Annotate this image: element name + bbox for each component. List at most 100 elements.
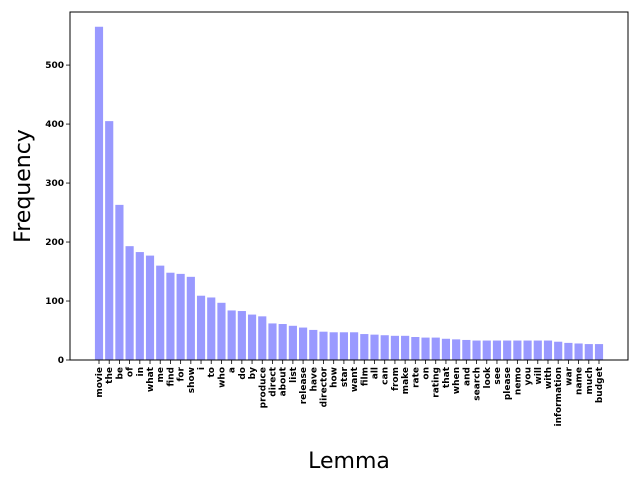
x-tick-label-a: a xyxy=(228,367,238,373)
bar-show xyxy=(186,276,195,360)
bar-war xyxy=(564,342,573,360)
x-tick-label-when: when xyxy=(452,367,462,394)
bars-group xyxy=(94,26,604,361)
x-tick-label-by: by xyxy=(248,367,258,379)
bar-by xyxy=(247,314,257,360)
bar-release xyxy=(299,327,308,360)
bar-will xyxy=(533,340,542,360)
x-tick-label-movie: movie xyxy=(95,367,105,398)
bar-star xyxy=(339,332,348,360)
x-tick-label-in: in xyxy=(136,367,146,377)
bar-budget xyxy=(594,344,604,360)
x-tick-label-on: on xyxy=(422,367,432,380)
x-tick-label-information: information xyxy=(554,367,564,426)
bar-the xyxy=(105,121,114,361)
bar-and xyxy=(462,339,471,360)
x-tick-label-be: be xyxy=(115,367,125,380)
y-tick-label-200: 200 xyxy=(45,238,64,248)
x-tick-label-have: have xyxy=(309,367,319,391)
bar-for xyxy=(176,273,185,360)
bar-produce xyxy=(258,316,267,360)
x-tick-label-nemo: nemo xyxy=(513,367,523,395)
x-tick-label-me: me xyxy=(156,367,166,382)
bar-from xyxy=(390,335,399,360)
x-tick-label-will: will xyxy=(534,367,544,385)
bar-film xyxy=(360,334,369,360)
x-tick-label-make: make xyxy=(401,367,411,394)
x-tick-label-war: war xyxy=(564,366,574,385)
bar-of xyxy=(125,246,134,360)
x-tick-label-all: all xyxy=(371,367,381,379)
bar-in xyxy=(135,252,144,360)
bar-you xyxy=(523,340,532,360)
bar-when xyxy=(452,339,461,360)
bar-i xyxy=(196,295,206,360)
x-tick-label-star: star xyxy=(340,366,350,387)
bar-what xyxy=(145,255,155,360)
x-tick-label-can: can xyxy=(381,367,391,385)
x-tick-label-list: list xyxy=(289,366,299,383)
x-tick-label-director: director xyxy=(319,366,329,407)
bar-look xyxy=(482,340,491,360)
x-tick-label-do: do xyxy=(238,367,248,380)
bar-can xyxy=(380,335,389,360)
bar-name xyxy=(574,343,583,360)
bar-all xyxy=(370,334,379,360)
x-tick-label-film: film xyxy=(360,367,370,386)
bar-want xyxy=(350,332,359,360)
bar-direct xyxy=(268,323,277,360)
bar-to xyxy=(207,297,216,360)
x-tick-label-name: name xyxy=(575,367,585,395)
bar-who xyxy=(217,302,226,360)
bar-find xyxy=(166,272,175,360)
x-axis-label: Lemma xyxy=(308,449,390,474)
bar-do xyxy=(237,311,246,360)
x-tick-label-rating: rating xyxy=(432,367,442,398)
bar-be xyxy=(115,204,124,360)
x-tick-label-release: release xyxy=(299,367,309,404)
x-tick-label-that: that xyxy=(442,366,452,388)
bar-director xyxy=(319,331,328,360)
x-tick-label-budget: budget xyxy=(595,366,605,403)
bar-rate xyxy=(411,337,420,360)
bar-much xyxy=(584,344,593,360)
x-tick-label-much: much xyxy=(585,367,595,395)
bar-with xyxy=(543,340,553,360)
y-tick-label-300: 300 xyxy=(45,179,64,189)
bar-search xyxy=(472,340,481,360)
bar-please xyxy=(503,340,512,360)
x-tick-label-how: how xyxy=(330,367,340,388)
x-tick-label-i: i xyxy=(197,367,207,370)
y-tick-label-100: 100 xyxy=(45,297,64,307)
bar-information xyxy=(554,341,563,360)
bar-rating xyxy=(431,337,440,360)
x-tick-label-see: see xyxy=(493,367,503,385)
x-tick-label-produce: produce xyxy=(258,367,268,408)
bar-me xyxy=(156,265,165,360)
x-tick-label-for: for xyxy=(177,366,187,381)
y-axis-ticks: 0 100 200 300 400 500 xyxy=(45,61,70,366)
bar-list xyxy=(288,325,297,360)
bar-on xyxy=(421,337,430,360)
x-tick-label-who: who xyxy=(217,367,227,388)
x-tick-label-rate: rate xyxy=(411,367,421,388)
x-tick-label-about: about xyxy=(279,366,289,396)
bar-about xyxy=(278,324,287,360)
y-tick-label-0: 0 xyxy=(58,356,64,366)
x-tick-label-find: find xyxy=(166,367,176,387)
x-tick-label-from: from xyxy=(391,367,401,391)
x-tick-label-search: search xyxy=(473,367,483,401)
y-tick-label-400: 400 xyxy=(45,120,64,130)
x-tick-label-the: the xyxy=(105,367,115,384)
x-tick-label-with: with xyxy=(544,367,554,389)
x-tick-label-to: to xyxy=(207,367,217,378)
y-axis-label: Frequency xyxy=(11,129,36,243)
bar-how xyxy=(329,332,338,360)
x-tick-label-show: show xyxy=(187,367,197,393)
bar-see xyxy=(492,340,502,360)
bar-movie xyxy=(94,26,104,360)
bar-that xyxy=(441,338,451,360)
x-tick-label-look: look xyxy=(483,366,493,388)
x-tick-label-please: please xyxy=(503,367,513,400)
